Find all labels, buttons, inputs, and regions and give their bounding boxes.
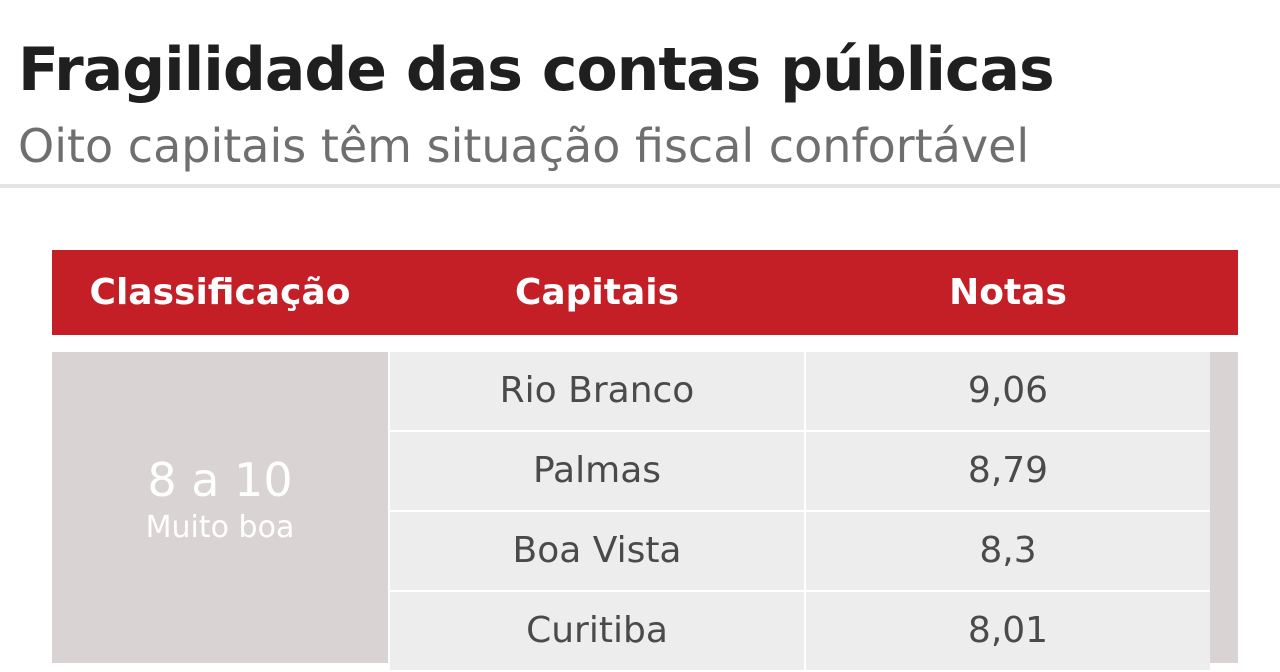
table-row: Palmas 8,79 [390,432,1210,512]
capital-cell: Palmas [390,432,804,510]
column-header-capitais: Capitais [514,272,680,313]
capital-cell: Boa Vista [390,512,804,590]
nota-cell: 8,79 [806,432,1210,510]
table-row: Rio Branco 9,06 [390,352,1210,432]
classification-label: Muito boa [145,510,295,545]
nota-cell: 9,06 [806,352,1210,430]
classification-cell: 8 a 10 Muito boa [52,352,388,663]
classification-range: 8 a 10 [147,453,293,507]
nota-cell: 8,01 [806,592,1210,670]
table-body: Rio Branco 9,06 Palmas 8,79 Boa Vista 8,… [390,352,1210,672]
nota-cell: 8,3 [806,512,1210,590]
table-header: Classificação Capitais Notas [52,250,1238,335]
capital-cell: Curitiba [390,592,804,670]
column-header-notas: Notas [949,272,1067,313]
page-title: Fragilidade das contas públicas [18,35,1055,105]
table-row: Curitiba 8,01 [390,592,1210,672]
divider [0,184,1280,188]
column-header-classificacao: Classificação [89,272,351,313]
page-subtitle: Oito capitais têm situação fiscal confor… [18,119,1030,173]
table-row: Boa Vista 8,3 [390,512,1210,592]
table-edge-strip [1210,352,1238,663]
capital-cell: Rio Branco [390,352,804,430]
